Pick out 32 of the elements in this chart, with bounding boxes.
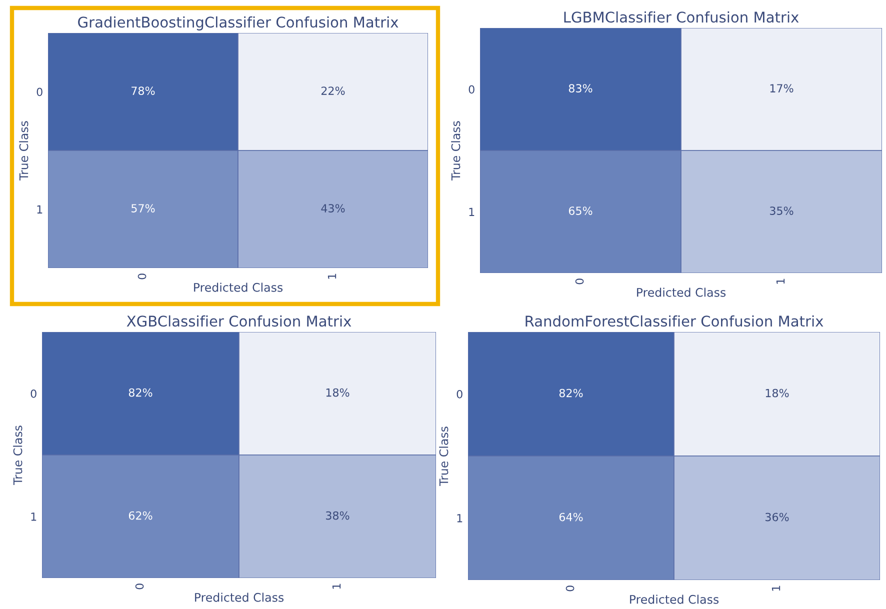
data-label: 18% — [326, 388, 350, 397]
data-label: 38% — [326, 511, 350, 520]
chart-title: XGBClassifier Confusion Matrix — [126, 315, 352, 327]
text: GradientBoostingClassifier Confusion Matrix — [78, 16, 398, 30]
chart-title: RandomForestClassifier Confusion Matrix — [526, 315, 824, 327]
chart-title: LGBMClassifier Confusion Matrix — [564, 11, 799, 23]
data-label: 65% — [568, 206, 592, 215]
x-tick-label: 0 — [135, 584, 144, 590]
data-label: 36% — [766, 512, 789, 522]
data-label: 82% — [128, 388, 152, 397]
x-axis-title: Predicted Class — [637, 288, 726, 297]
y-axis-title: True Class — [439, 426, 448, 486]
x-tick-label: 1 — [772, 586, 780, 591]
data-label: 64% — [559, 512, 583, 522]
data-label: 82% — [559, 388, 583, 398]
data-label: 22% — [321, 86, 345, 95]
data-label: 17% — [770, 84, 794, 92]
data-label: 57% — [132, 204, 155, 212]
data-label: 18% — [766, 388, 789, 398]
y-axis-title: True Class — [451, 121, 460, 180]
x-axis-title: Predicted Class — [194, 282, 283, 292]
x-axis-title: Predicted Class — [195, 592, 284, 602]
data-label: 62% — [128, 511, 152, 520]
data-label: 78% — [132, 86, 155, 95]
data-label: 35% — [770, 206, 794, 215]
y-axis-title: True Class — [19, 121, 28, 180]
data-label: 43% — [321, 204, 345, 212]
x-axis-title: Predicted Class — [630, 594, 719, 604]
x-tick-label: 1 — [332, 584, 341, 589]
data-label: 83% — [568, 84, 592, 92]
y-axis-title: True Class — [13, 426, 22, 485]
x-tick-label: 0 — [566, 586, 574, 592]
